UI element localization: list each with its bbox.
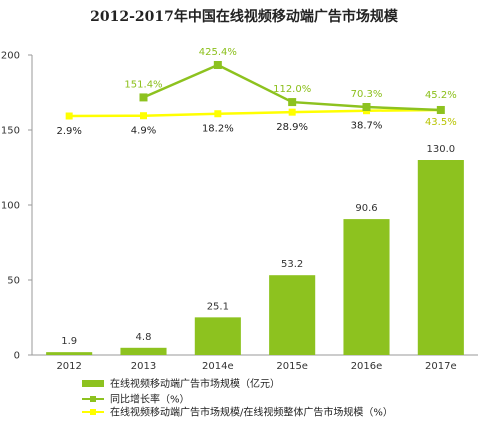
bar <box>194 317 241 355</box>
lines: 151.4% 425.4% 112.0% 70.3% 45.2% 2.9% 4.9% 18.2… <box>56 47 456 137</box>
bar <box>46 352 93 355</box>
ratio-marker <box>214 110 222 118</box>
growth-marker <box>436 105 445 114</box>
bar <box>343 219 390 355</box>
ratio-label: 38.7% <box>351 121 383 132</box>
bar-label: 1.9 <box>61 336 77 347</box>
ratio-marker <box>288 108 296 116</box>
y-tick-label: 150 <box>1 126 20 137</box>
ratio-marker <box>140 112 147 120</box>
growth-marker <box>362 103 371 112</box>
bar <box>269 275 316 355</box>
growth-marker <box>288 98 297 107</box>
ratio-line <box>69 108 441 118</box>
legend-label: 在线视频移动端广告市场规模/在线视频整体广告市场规模（%） <box>110 406 393 419</box>
growth-marker <box>213 61 222 69</box>
ratio-label: 2.9% <box>56 126 81 137</box>
growth-label: 425.4% <box>199 47 237 58</box>
growth-label: 70.3% <box>351 89 383 100</box>
x-tick-label: 2013 <box>131 361 156 372</box>
bar <box>417 160 464 355</box>
bar-label: 25.1 <box>207 301 229 312</box>
x-tick-label: 2015e <box>276 361 308 372</box>
x-tick-label: 2016e <box>351 361 383 372</box>
x-tick-label: 2012 <box>56 361 81 372</box>
growth-marker <box>139 93 148 102</box>
x-tick-label: 2017e <box>425 361 457 372</box>
legend: 在线视频移动端广告市场规模（亿元） 同比增长率（%）在线视频移动端广告市场规模/在… <box>82 377 393 419</box>
ratio-label: 18.2% <box>202 124 234 135</box>
bar-label: 4.8 <box>136 332 152 343</box>
bars: 1.9 4.8 25.1 53.2 90.6 130.0 <box>46 144 464 355</box>
bar <box>120 347 167 355</box>
legend-swatch-bar <box>82 380 104 387</box>
legend-marker <box>90 409 96 415</box>
growth-label: 45.2% <box>425 90 457 101</box>
axes: 0 50 100 150 200 2012 2013 2014e 2015e 2016e 2017e <box>1 51 478 372</box>
growth-label: 151.4% <box>124 79 162 90</box>
growth-label: 112.0% <box>273 84 311 95</box>
ratio-label: 43.5% <box>425 117 457 128</box>
legend-label: 同比增长率（%） <box>110 393 190 406</box>
chart-title: 2012-2017年中国在线视频移动端广告市场规模 <box>90 8 399 25</box>
x-tick-label: 2014e <box>202 361 234 372</box>
bar-label: 130.0 <box>427 144 456 155</box>
ratio-marker <box>65 112 73 120</box>
legend-marker <box>90 396 96 402</box>
bar-label: 53.2 <box>281 259 303 270</box>
ratio-label: 28.9% <box>276 122 308 133</box>
y-tick-label: 0 <box>14 351 20 362</box>
legend-label: 在线视频移动端广告市场规模（亿元） <box>110 377 280 390</box>
ratio-label: 4.9% <box>131 126 156 137</box>
y-tick-label: 200 <box>1 51 20 62</box>
y-tick-label: 100 <box>1 201 20 212</box>
bar-label: 90.6 <box>355 203 377 214</box>
y-tick-label: 50 <box>7 276 20 287</box>
